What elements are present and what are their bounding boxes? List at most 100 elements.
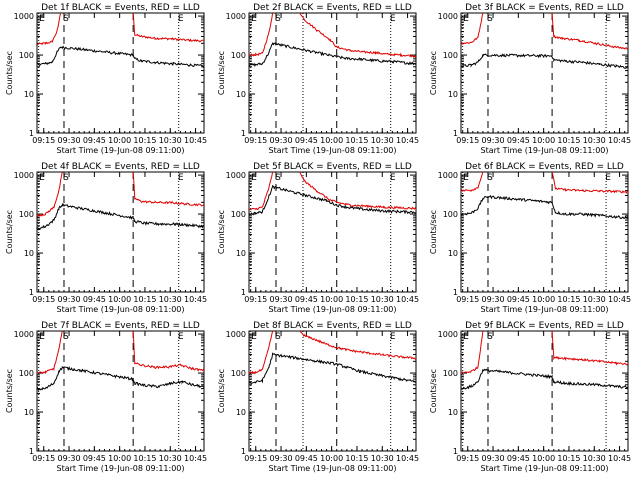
x-tick-label: 10:45	[396, 454, 419, 463]
x-tick-label: 10:45	[396, 136, 419, 145]
x-tick-label: 09:45	[83, 454, 106, 463]
marker-label-s: S	[487, 14, 493, 24]
y-tick-label: 1000	[226, 330, 246, 339]
x-tick-label: 09:15	[456, 136, 479, 145]
panel-4: Det 4f BLACK = Events, RED = LLD 1 10 100 10…	[5, 162, 207, 314]
panel-title: Det 6f BLACK = Events, RED = LLD	[465, 162, 624, 172]
x-tick-label: 09:30	[482, 454, 505, 463]
marker-label-e: E	[463, 332, 469, 342]
y-tick-label: 1	[241, 447, 246, 456]
marker-label-e: E	[463, 14, 469, 24]
panel-9: Det 9f BLACK = Events, RED = LLD 1 10 100 10…	[429, 321, 631, 473]
y-tick-label: 10	[236, 249, 246, 258]
y-axis-label: Counts/sec	[217, 51, 226, 95]
x-tick-label: 10:00	[320, 454, 343, 463]
y-tick-label: 1000	[226, 12, 246, 21]
panel-3: Det 3f BLACK = Events, RED = LLD 1 10 100 10…	[429, 3, 631, 155]
marker-label-e2: E	[178, 173, 184, 183]
x-tick-label: 10:00	[108, 454, 131, 463]
x-tick-label: 10:45	[608, 295, 631, 304]
y-tick-label: 10	[236, 408, 246, 417]
marker-label-e: E	[251, 173, 257, 183]
marker-label-e2: E	[605, 173, 611, 183]
marker-label-e2: E	[390, 173, 396, 183]
series-events-black	[249, 184, 416, 216]
panel-1: Det 1f BLACK = Events, RED = LLD 1 10 100 10…	[5, 3, 207, 155]
x-tick-label: 09:45	[295, 295, 318, 304]
marker-label-s: S	[63, 14, 69, 24]
x-tick-label: 10:15	[133, 295, 156, 304]
x-axis-label: Start Time (19-Jun-08 09:11:00)	[57, 305, 185, 314]
x-tick-label: 09:15	[456, 454, 479, 463]
marker-label-e2: E	[178, 14, 184, 24]
x-axis-label: Start Time (19-Jun-08 09:11:00)	[269, 146, 397, 155]
marker-label-s: S	[275, 173, 281, 183]
y-axis-label: Counts/sec	[429, 369, 438, 413]
y-axis-label: Counts/sec	[217, 210, 226, 254]
x-tick-label: 09:15	[244, 454, 267, 463]
x-tick-label: 09:15	[32, 454, 55, 463]
x-tick-label: 10:30	[583, 136, 606, 145]
series-events-black	[37, 202, 204, 230]
series-lld-red	[249, 13, 416, 58]
x-tick-label: 09:30	[58, 136, 81, 145]
x-tick-label: 09:15	[244, 136, 267, 145]
series-events-black	[37, 45, 204, 69]
panel-title: Det 3f BLACK = Events, RED = LLD	[465, 3, 624, 13]
x-axis-label: Start Time (19-Jun-08 09:11:00)	[481, 146, 609, 155]
marker-label-s: S	[275, 332, 281, 342]
panel-5: Det 5f BLACK = Events, RED = LLD 1 10 100 10…	[217, 162, 419, 314]
x-axis-label: Start Time (19-Jun-08 09:11:00)	[481, 464, 609, 473]
y-tick-label: 10	[24, 408, 34, 417]
y-tick-label: 1000	[226, 171, 246, 180]
x-tick-label: 09:45	[507, 295, 530, 304]
x-tick-label: 09:30	[58, 295, 81, 304]
x-tick-label: 10:30	[371, 295, 394, 304]
panel-title: Det 2f BLACK = Events, RED = LLD	[253, 3, 412, 13]
marker-label-e: E	[39, 14, 45, 24]
x-tick-label: 10:15	[133, 454, 156, 463]
marker-label-e2: E	[390, 14, 396, 24]
x-tick-label: 10:45	[184, 136, 207, 145]
panel-title: Det 4f BLACK = Events, RED = LLD	[41, 162, 200, 172]
x-tick-label: 10:00	[532, 454, 555, 463]
y-tick-label: 1000	[14, 171, 34, 180]
x-tick-label: 09:45	[507, 136, 530, 145]
marker-label-s: S	[487, 332, 493, 342]
y-tick-label: 100	[19, 51, 34, 60]
y-tick-label: 10	[236, 90, 246, 99]
x-tick-label: 10:30	[159, 295, 182, 304]
plot-frame	[248, 171, 417, 293]
series-events-black	[461, 53, 628, 69]
x-tick-label: 10:45	[184, 454, 207, 463]
x-tick-label: 10:45	[608, 136, 631, 145]
y-tick-label: 1	[29, 129, 34, 138]
series-events-black	[249, 352, 416, 384]
panel-title: Det 8f BLACK = Events, RED = LLD	[253, 321, 412, 331]
panel-8: Det 8f BLACK = Events, RED = LLD 1 10 100 10…	[217, 321, 419, 473]
y-tick-label: 1000	[438, 171, 458, 180]
series-lld-red	[37, 172, 204, 218]
y-tick-label: 10	[448, 249, 458, 258]
x-tick-label: 10:45	[608, 454, 631, 463]
series-lld-red	[37, 331, 204, 375]
panel-title: Det 1f BLACK = Events, RED = LLD	[41, 3, 200, 13]
x-tick-label: 10:00	[108, 295, 131, 304]
x-axis-label: Start Time (19-Jun-08 09:11:00)	[481, 305, 609, 314]
marker-label-e: E	[39, 173, 45, 183]
y-tick-label: 1000	[14, 12, 34, 21]
y-axis-label: Counts/sec	[429, 51, 438, 95]
x-tick-label: 09:45	[295, 136, 318, 145]
y-tick-label: 100	[443, 51, 458, 60]
x-tick-label: 10:00	[532, 295, 555, 304]
marker-label-e2: E	[390, 332, 396, 342]
y-tick-label: 1000	[438, 12, 458, 21]
x-tick-label: 10:45	[184, 295, 207, 304]
marker-label-e2: E	[605, 332, 611, 342]
plot-frame	[460, 12, 629, 134]
plot-frame	[460, 171, 629, 293]
y-axis-label: Counts/sec	[217, 369, 226, 413]
marker-label-e: E	[463, 173, 469, 183]
plot-frame	[36, 171, 205, 293]
